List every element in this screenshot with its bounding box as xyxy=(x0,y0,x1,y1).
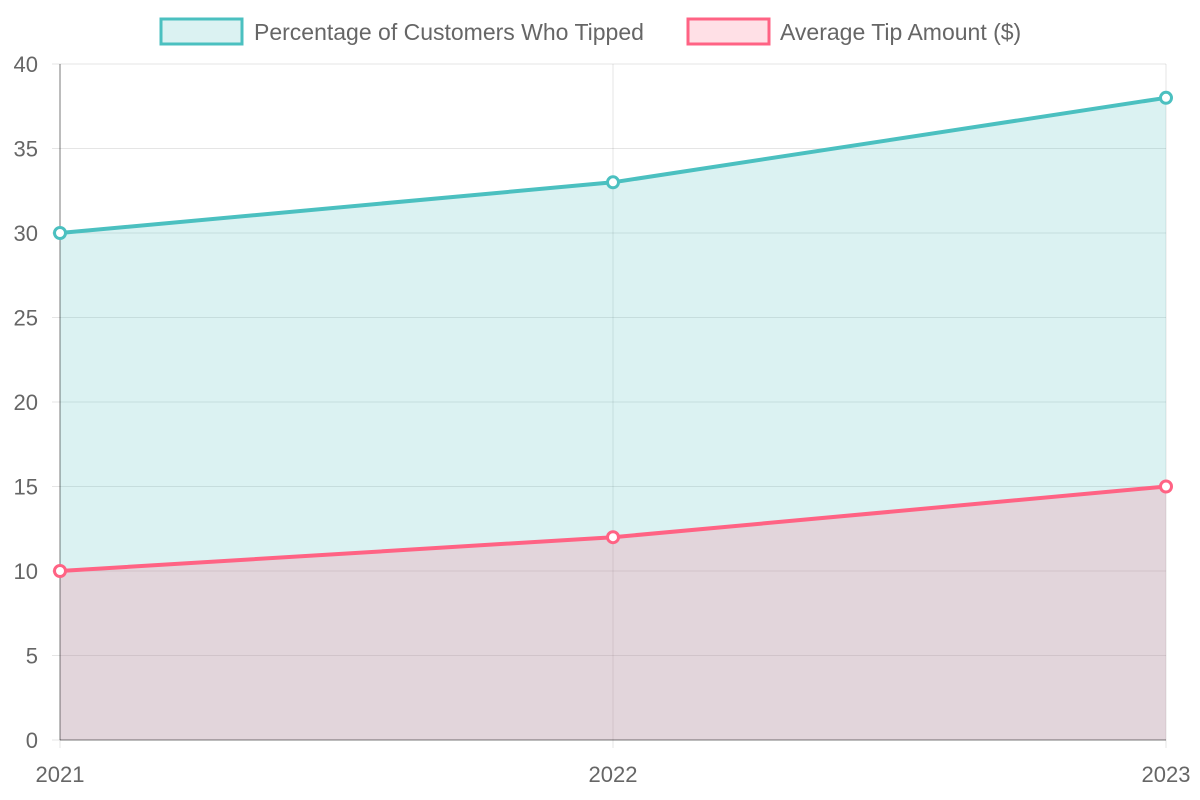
grid xyxy=(52,63,1167,748)
area-fill-percentage-tipped xyxy=(60,97,1166,741)
x-axis-ticks: 2021 2022 2023 xyxy=(36,762,1191,787)
y-axis-ticks: 0 5 10 15 20 25 30 35 40 xyxy=(14,52,38,753)
y-tick-label: 0 xyxy=(26,728,38,753)
legend-swatch-average-tip[interactable] xyxy=(686,17,771,46)
y-tick-label: 15 xyxy=(14,475,38,500)
x-tick-label: 2023 xyxy=(1142,762,1191,787)
data-point-average-tip-2021[interactable] xyxy=(53,564,67,578)
y-tick-label: 5 xyxy=(26,644,38,669)
x-tick-label: 2022 xyxy=(589,762,638,787)
data-point-average-tip-2022[interactable] xyxy=(606,530,620,545)
data-point-percentage-tipped-2021[interactable] xyxy=(53,226,67,240)
y-tick-label: 25 xyxy=(14,306,38,331)
y-tick-label: 20 xyxy=(14,390,38,415)
data-point-percentage-tipped-2022[interactable] xyxy=(606,175,620,190)
series-areas xyxy=(60,97,1166,741)
y-tick-label: 40 xyxy=(14,52,38,77)
x-tick-label: 2021 xyxy=(36,762,85,787)
legend-swatch-percentage-tipped[interactable] xyxy=(159,17,244,46)
legend: Percentage of Customers Who Tipped Avera… xyxy=(159,17,1021,46)
y-tick-label: 30 xyxy=(14,221,38,246)
legend-label-percentage-tipped[interactable]: Percentage of Customers Who Tipped xyxy=(254,19,644,45)
area-fill-average-tip xyxy=(60,486,1166,740)
y-tick-label: 10 xyxy=(14,559,38,584)
series-points xyxy=(53,90,1173,578)
axes xyxy=(59,64,1166,741)
y-tick-label: 35 xyxy=(14,137,38,162)
data-point-average-tip-2023[interactable] xyxy=(1159,479,1173,494)
data-point-percentage-tipped-2023[interactable] xyxy=(1159,90,1173,105)
legend-label-average-tip[interactable]: Average Tip Amount ($) xyxy=(780,19,1021,45)
